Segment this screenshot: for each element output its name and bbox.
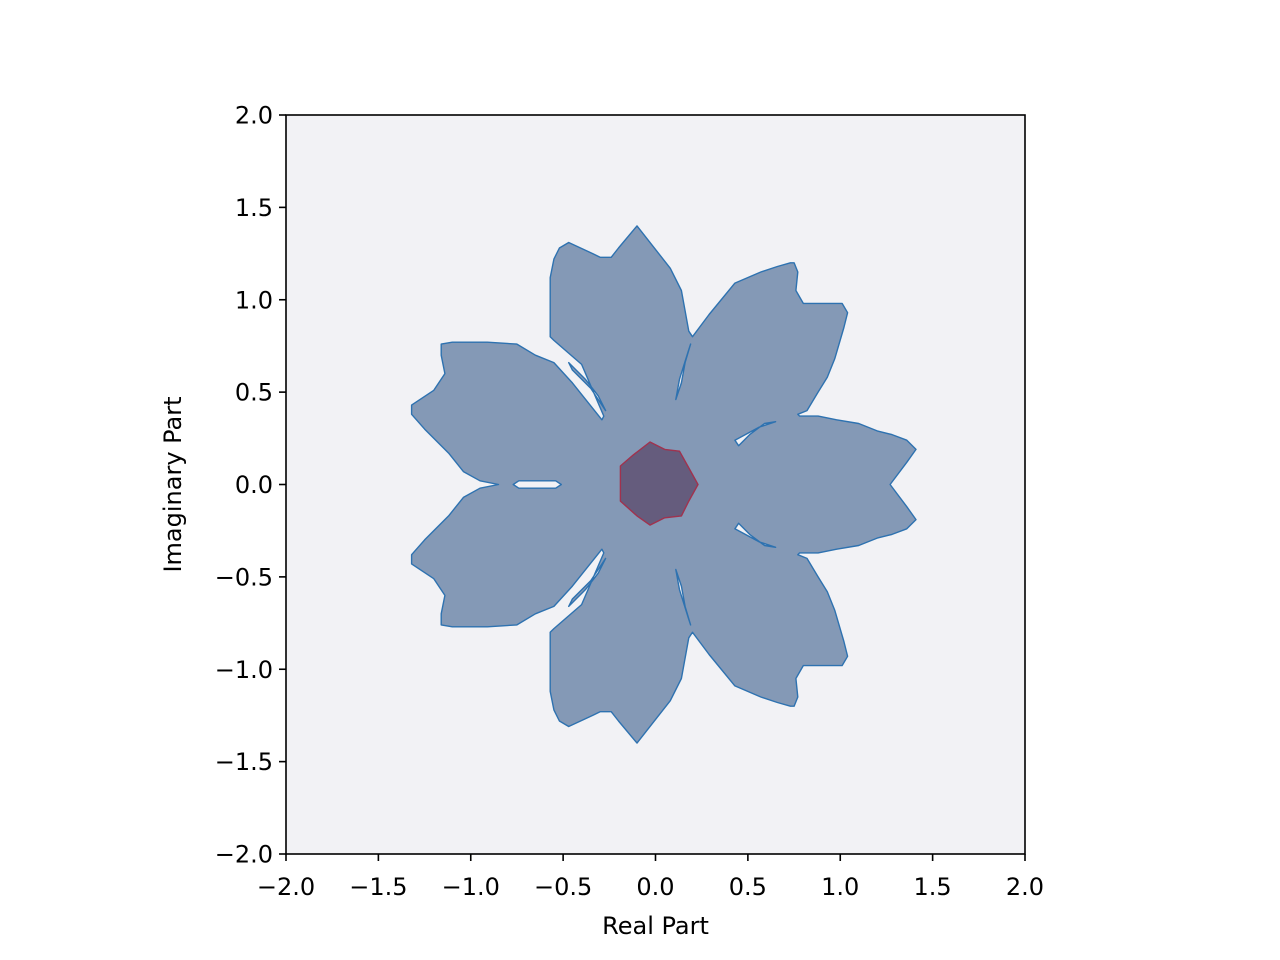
x-tick-label: −1.5 [349, 873, 407, 901]
y-tick-label: −1.5 [215, 748, 273, 776]
x-tick-label: 1.5 [914, 873, 952, 901]
y-tick-label: −1.0 [215, 656, 273, 684]
y-tick-label: −0.5 [215, 563, 273, 591]
x-axis-ticks: −2.0 −1.5 −1.0 −0.5 0.0 0.5 1.0 1.5 2.0 [257, 854, 1044, 901]
y-tick-label: 1.5 [235, 194, 273, 222]
y-axis-ticks: −2.0 −1.5 −1.0 −0.5 0.0 0.5 1.0 1.5 2.0 [215, 102, 286, 869]
x-tick-label: −2.0 [257, 873, 315, 901]
regions-layer [410, 225, 917, 744]
y-axis-label: Imaginary Part [159, 396, 187, 572]
x-tick-label: −0.5 [534, 873, 592, 901]
x-tick-label: −1.0 [442, 873, 500, 901]
y-tick-label: 2.0 [235, 102, 273, 130]
y-tick-label: −2.0 [215, 841, 273, 869]
x-tick-label: 2.0 [1006, 873, 1044, 901]
x-tick-label: 0.5 [729, 873, 767, 901]
x-tick-label: 1.0 [821, 873, 859, 901]
y-tick-label: 1.0 [235, 286, 273, 314]
y-tick-label: 0.0 [235, 471, 273, 499]
inner-region [619, 441, 699, 526]
x-axis-label: Real Part [602, 912, 709, 940]
x-tick-label: 0.0 [636, 873, 674, 901]
y-tick-label: 0.5 [235, 379, 273, 407]
